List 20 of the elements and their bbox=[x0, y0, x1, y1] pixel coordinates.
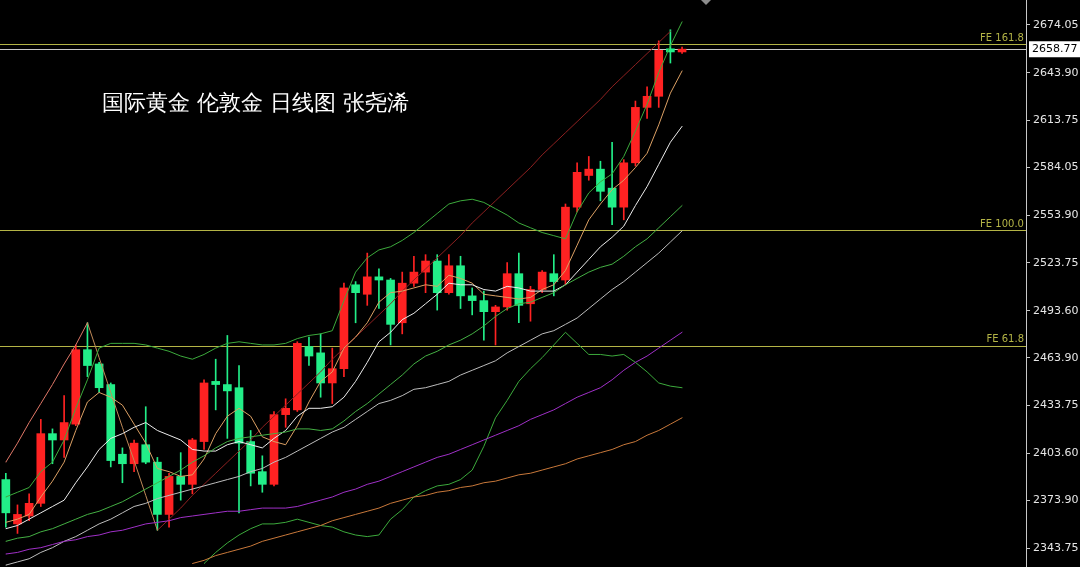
y-tick-label: 2463.90 bbox=[1033, 350, 1079, 364]
ref-line-label: FE 161.8 bbox=[980, 31, 1024, 43]
y-tick-label: 2553.90 bbox=[1033, 208, 1079, 222]
y-tick-label: 2403.60 bbox=[1033, 446, 1079, 460]
candlestick bbox=[176, 452, 186, 501]
y-tick-label: 2643.90 bbox=[1033, 65, 1079, 79]
y-tick-label: 2433.75 bbox=[1033, 398, 1079, 412]
ref-line-label: 2658.77 bbox=[1032, 42, 1078, 55]
y-tick-label: 2613.75 bbox=[1033, 113, 1079, 127]
text: 国际黄金 伦敦金 日线图 张尧浠 bbox=[102, 89, 409, 117]
ref-line-label: FE 100.0 bbox=[980, 217, 1024, 229]
candlestick bbox=[211, 358, 221, 411]
y-tick-label: 2493.60 bbox=[1033, 303, 1079, 317]
y-tick-label: 2523.75 bbox=[1033, 255, 1079, 269]
y-tick-label: 2674.05 bbox=[1033, 17, 1079, 31]
y-tick-label: 2343.75 bbox=[1033, 540, 1079, 554]
ref-line-label: FE 61.8 bbox=[986, 333, 1024, 345]
candlestick bbox=[467, 287, 477, 316]
y-tick-label: 2373.90 bbox=[1033, 493, 1079, 507]
y-tick-label: 2584.05 bbox=[1033, 160, 1079, 174]
